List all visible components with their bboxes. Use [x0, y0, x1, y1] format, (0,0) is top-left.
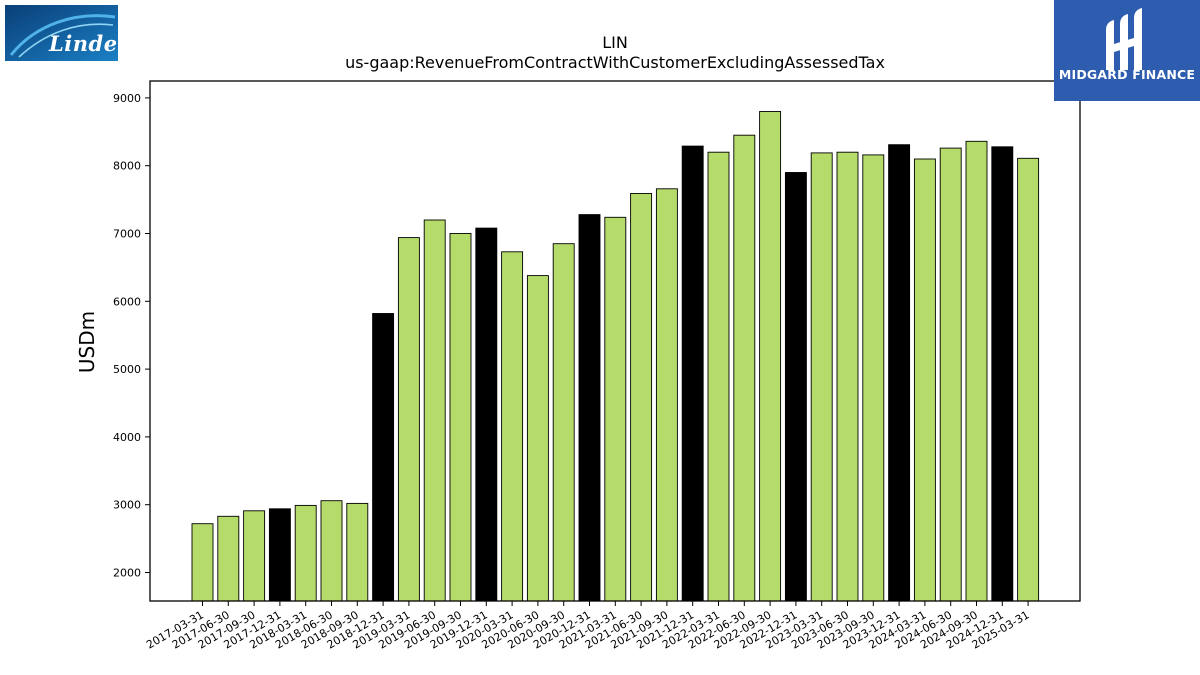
plot-frame — [149, 80, 1081, 602]
linde-logo: Linde — [5, 5, 118, 61]
bar-2017-03-31 — [191, 523, 214, 602]
bar-2021-12-31 — [681, 145, 704, 602]
bar-2021-06-30 — [630, 193, 653, 602]
bar-2017-09-30 — [243, 510, 266, 602]
bar-2024-06-30 — [939, 147, 962, 602]
bar-2018-12-31 — [372, 313, 395, 602]
bar-2018-03-31 — [294, 504, 317, 602]
bar-2023-03-31 — [810, 152, 833, 602]
y-tick-label: 4000 — [113, 431, 141, 444]
midgard-logo-graphic — [1054, 0, 1200, 101]
bar-2020-03-31 — [501, 251, 524, 602]
midgard-logo-text: MIDGARD FINANCE — [1058, 67, 1196, 82]
y-tick-label: 2000 — [113, 567, 141, 580]
bar-2024-03-31 — [913, 158, 936, 602]
bar-2017-12-31 — [268, 508, 291, 602]
y-tick-label: 6000 — [113, 295, 141, 308]
bar-2017-06-30 — [217, 515, 240, 602]
midgard-finance-logo: MIDGARD FINANCE — [1054, 0, 1200, 101]
x-axis-ticks: 2017-03-312017-06-302017-09-302017-12-31… — [144, 601, 1032, 652]
y-tick-label: 9000 — [113, 92, 141, 105]
y-axis-label: USDm — [75, 311, 99, 373]
bar-2023-06-30 — [836, 151, 859, 602]
chart-title: LIN — [602, 33, 628, 52]
bar-2022-12-31 — [784, 172, 807, 602]
y-tick-label: 8000 — [113, 160, 141, 173]
bar-2020-09-30 — [552, 243, 575, 602]
bar-2024-12-31 — [991, 146, 1014, 602]
linde-logo-text: Linde — [49, 31, 118, 56]
bars — [191, 111, 1040, 602]
bar-2021-09-30 — [655, 188, 678, 602]
bar-2023-12-31 — [888, 144, 911, 602]
bar-2022-09-30 — [759, 111, 782, 602]
chart-subtitle: us-gaap:RevenueFromContractWithCustomerE… — [345, 53, 885, 72]
bar-2018-06-30 — [320, 500, 343, 602]
bar-2023-09-30 — [862, 154, 885, 602]
y-axis-ticks: 2000 3000 4000 5000 6000 7000 8000 9000 — [113, 92, 150, 580]
bar-2019-03-31 — [397, 237, 420, 602]
bar-2022-03-31 — [707, 151, 730, 602]
bar-2021-03-31 — [604, 216, 627, 602]
bar-2019-06-30 — [423, 219, 446, 602]
y-tick-label: 7000 — [113, 228, 141, 241]
y-tick-label: 3000 — [113, 499, 141, 512]
y-tick-label: 5000 — [113, 363, 141, 376]
bar-2019-12-31 — [475, 227, 498, 602]
bar-2020-12-31 — [578, 214, 601, 602]
bar-2025-03-31 — [1017, 157, 1040, 602]
bar-2020-06-30 — [526, 275, 549, 602]
bar-2018-09-30 — [346, 502, 369, 602]
linde-logo-graphic — [5, 5, 118, 61]
bar-2022-06-30 — [733, 134, 756, 602]
bar-2019-09-30 — [449, 233, 472, 602]
bar-2024-09-30 — [965, 140, 988, 602]
